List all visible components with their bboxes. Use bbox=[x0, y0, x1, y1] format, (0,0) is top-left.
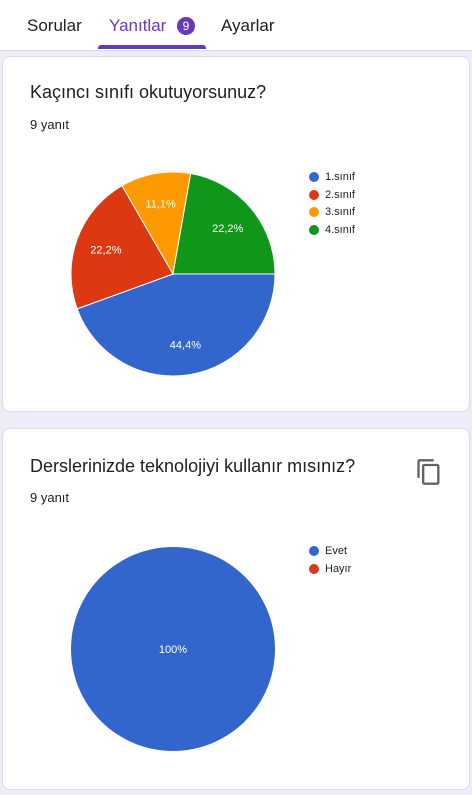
response-count-badge: 9 bbox=[177, 17, 195, 35]
pie-slice-1[interactable] bbox=[76, 273, 276, 377]
legend-label: 1.sınıf bbox=[325, 171, 355, 183]
pie-slice-1[interactable] bbox=[71, 547, 275, 751]
pie-chart-technology: 100% bbox=[71, 547, 275, 751]
question-title: Derslerinizde teknolojiyi kullanır mısın… bbox=[30, 456, 356, 476]
pie-slice-4[interactable] bbox=[172, 172, 276, 275]
legend-dot-icon bbox=[309, 563, 319, 574]
legend-dot-icon bbox=[309, 224, 319, 235]
legend-label: Hayır bbox=[325, 562, 352, 575]
legend-label: 4.sınıf bbox=[325, 223, 355, 236]
question-card-1: Kaçıncı sınıfı okutuyorsunuz? 9 yanıt 44… bbox=[2, 56, 470, 412]
legend-dot-icon bbox=[309, 546, 319, 556]
legend-label: 3.sınıf bbox=[325, 206, 355, 218]
legend-label: Evet bbox=[325, 545, 348, 557]
pie-slice-2[interactable] bbox=[70, 184, 174, 310]
pie-data-label: 44,4% bbox=[170, 339, 201, 351]
legend-dot-icon bbox=[309, 207, 319, 217]
legend-label: 2.sınıf bbox=[325, 188, 355, 201]
pie-data-label: 22,2% bbox=[90, 245, 121, 257]
response-count: 9 yanıt bbox=[30, 490, 70, 505]
pie-data-label: 22,2% bbox=[212, 223, 243, 235]
pie-data-label: 100% bbox=[159, 644, 187, 656]
tab-ayarlar[interactable]: Ayarlar bbox=[221, 16, 275, 35]
response-count: 9 yanıt bbox=[30, 117, 70, 132]
pie-data-label: 11,1% bbox=[145, 199, 176, 211]
pie-slice-3[interactable] bbox=[121, 171, 192, 276]
tab-bar: Sorular Yanıtlar 9 Ayarlar bbox=[0, 0, 472, 51]
active-tab-indicator bbox=[98, 45, 206, 49]
tab-yanitlar[interactable]: Yanıtlar bbox=[109, 16, 167, 35]
legend-dot-icon bbox=[309, 172, 319, 182]
copy-icon[interactable] bbox=[415, 458, 443, 486]
question-card-2: Derslerinizde teknolojiyi kullanır mısın… bbox=[2, 428, 470, 790]
tab-sorular[interactable]: Sorular bbox=[27, 16, 82, 35]
pie-chart-grade: 44,4% 22,2% 11,1% 22,2% bbox=[70, 171, 276, 377]
legend-dot-icon bbox=[309, 189, 319, 200]
question-title: Kaçıncı sınıfı okutuyorsunuz? bbox=[30, 82, 267, 102]
